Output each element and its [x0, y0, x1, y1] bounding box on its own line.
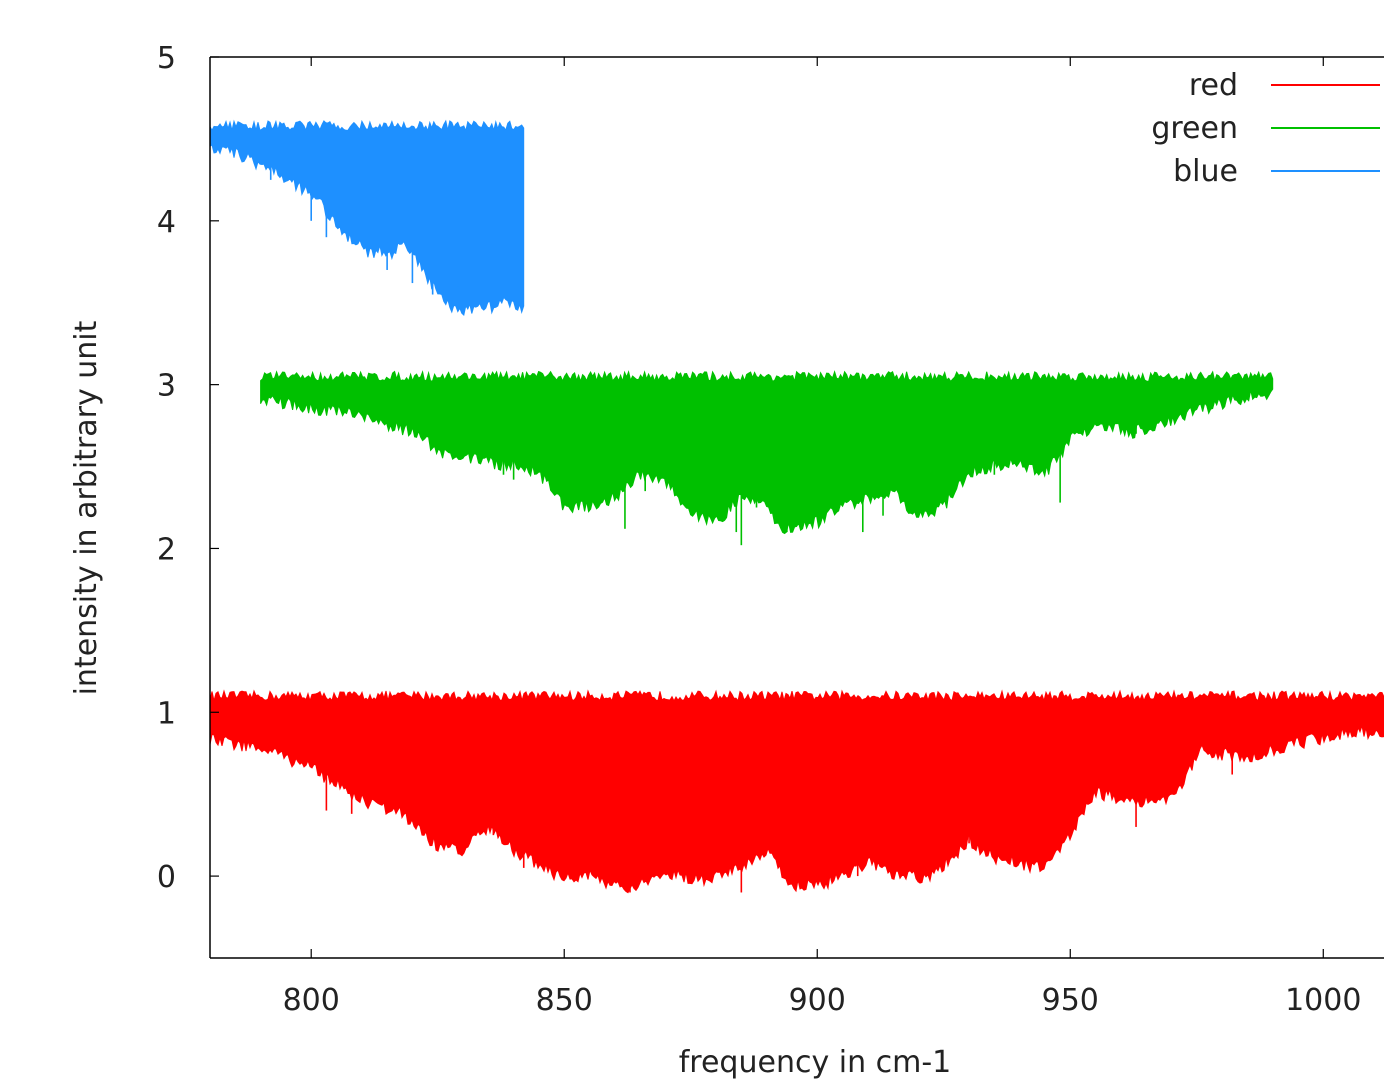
y-tick-label-3: 3: [157, 369, 176, 404]
x-tick-label-4: 1000: [1285, 983, 1361, 1018]
legend-label-red: red: [1189, 68, 1238, 103]
y-tick-label-4: 4: [157, 205, 176, 240]
series-layer: [209, 119, 1384, 894]
y-tick-label-5: 5: [157, 41, 176, 76]
series-red-area: [209, 689, 1384, 894]
y-axis-title: intensity in arbitrary unit: [69, 320, 104, 695]
legend-label-blue: blue: [1173, 154, 1238, 189]
x-tick-label-1: 850: [536, 983, 593, 1018]
y-tick-label-2: 2: [157, 532, 176, 567]
series-green-area: [260, 370, 1274, 535]
series-green: [260, 370, 1274, 546]
series-red: [209, 689, 1384, 894]
legend: red green blue: [1151, 68, 1380, 189]
y-tick-label-1: 1: [157, 696, 176, 731]
x-axis-title: frequency in cm-1: [679, 1045, 952, 1080]
x-tick-label-2: 900: [789, 983, 846, 1018]
ticks-layer: 800 850 900 950 1000 0 1 2 3 4 5: [157, 41, 1362, 1018]
y-tick-label-0: 0: [157, 860, 176, 895]
legend-label-green: green: [1151, 111, 1238, 146]
x-tick-label-3: 950: [1042, 983, 1099, 1018]
x-tick-label-0: 800: [283, 983, 340, 1018]
series-blue: [209, 119, 525, 316]
axes-layer: [209, 56, 1384, 959]
series-blue-area: [209, 119, 525, 316]
